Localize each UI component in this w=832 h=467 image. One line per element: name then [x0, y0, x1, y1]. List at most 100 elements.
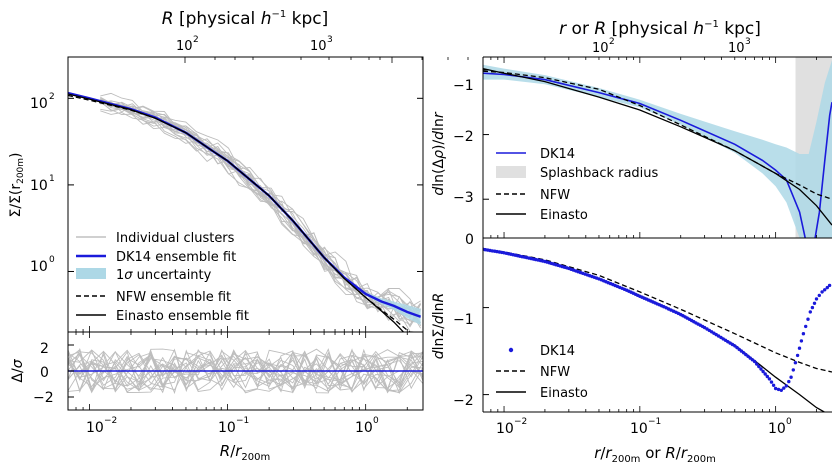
legend-label-individual: Individual clusters: [116, 231, 235, 246]
lt-ytick-label-1-exp: 0: [49, 255, 55, 265]
residual-line: [68, 348, 423, 394]
rb-legend-label-nfw: NFW: [540, 365, 570, 380]
rb-xtick-3-exp: 0: [786, 417, 792, 427]
rt-legend-label-dk14: DK14: [540, 147, 575, 162]
lb-ticks: [67, 332, 408, 410]
residual-line: [68, 348, 423, 393]
individual-cluster-line: [100, 97, 421, 318]
individual-cluster-line: [100, 92, 421, 319]
residual-lines: [68, 347, 423, 395]
rb-series-einasto: [483, 247, 826, 412]
panel-left-bottom: 2 0 −2 Δ/σ 10 −2 10 −1 10 0 R/r200m: [10, 331, 424, 463]
residual-line: [68, 350, 423, 392]
rt-ticks: [482, 57, 817, 238]
lt-ytick-label-3-exp: 2: [49, 92, 55, 102]
rb-legend: DK14 NFW Einasto: [496, 344, 588, 401]
individual-cluster-line: [100, 101, 421, 323]
rt-top-tick-1: 10: [592, 41, 609, 56]
rb-dk14-point: [812, 301, 817, 305]
rt-top-tick-2-exp: 3: [745, 37, 751, 47]
rb-dk14-point: [795, 353, 800, 358]
rt-ylabel: dln(Δρ)/dlnr: [431, 111, 447, 195]
lb-ylabel: Δ/σ: [10, 358, 26, 382]
rb-dk14-point: [782, 386, 786, 390]
lt-ylabel: Σ/Σ(r200m): [8, 152, 26, 217]
lb-xtick-3-exp: 0: [373, 416, 379, 426]
lb-xlabel: R/r200m: [220, 442, 271, 463]
rt-series-dk14: [483, 72, 832, 238]
rb-legend-label-einasto: Einasto: [540, 386, 588, 401]
rb-dk14-point: [808, 310, 812, 314]
lb-xtick-1-exp: −2: [104, 416, 117, 426]
rb-series-lines: [483, 247, 832, 412]
lb-ytick-m2: −2: [33, 390, 54, 406]
lt-legend: Individual clusters DK14 ensemble fit 1σ…: [76, 231, 249, 324]
rb-dk14-point: [799, 339, 804, 343]
rb-ticks: [482, 307, 817, 412]
rt-series-nfw: [483, 70, 832, 200]
residual-line: [68, 348, 423, 394]
rt-series-einasto: [483, 67, 832, 226]
rt-top-tick-1-exp: 2: [609, 37, 615, 47]
rb-dk14-point: [827, 283, 832, 288]
rb-dk14-point: [823, 288, 827, 292]
rb-xtick-2-exp: −1: [648, 417, 661, 427]
residual-line: [68, 350, 423, 395]
lt-ytick-label-3: 10: [30, 96, 48, 112]
rb-dk14-points: [483, 247, 832, 392]
rb-xlabel: r/r200m or R/r200m: [594, 444, 716, 465]
rt-uncertainty-band: [483, 60, 832, 238]
rb-dk14-point: [763, 372, 767, 376]
rb-dk14-point: [817, 293, 821, 298]
individual-cluster-line: [100, 100, 421, 316]
rt-ytick-0: 0: [465, 232, 474, 248]
lt-series-dk14-ensemble-fit: [68, 91, 422, 318]
rb-dk14-point: [784, 384, 789, 388]
rb-dk14-point: [776, 387, 781, 392]
rt-ytick-m2: −2: [453, 129, 474, 145]
legend-swatch-uncertainty: [76, 268, 106, 279]
rb-dk14-point: [757, 364, 761, 369]
rt-ytick-m3: −3: [453, 190, 474, 206]
rb-legend-swatch-dk14: [508, 347, 514, 353]
rb-dk14-point: [787, 379, 791, 384]
residual-line: [68, 349, 423, 394]
panel-right-bottom: −1 −2 dlnΣ/dlnR 10 −2 10 −1 10 0 r/r200m…: [431, 238, 832, 465]
rb-dk14-point: [814, 297, 819, 301]
rb-legend-label-dk14: DK14: [540, 344, 575, 359]
rt-ytick-m1: −1: [453, 78, 474, 94]
lb-xtick-2: 10: [218, 420, 236, 436]
lt-ytick-label-1: 10: [30, 259, 48, 275]
lt-top-tick-1-exp: 2: [193, 35, 199, 45]
residual-line: [68, 349, 423, 392]
individual-cluster-line: [100, 99, 421, 326]
rb-dk14-point: [797, 346, 802, 350]
rb-dk14-point: [789, 375, 793, 379]
panel-right-top: −1 −2 −3 0 dln(Δρ)/dlnr r or R [physical…: [431, 19, 832, 248]
legend-label-nfw: NFW ensemble fit: [116, 290, 231, 305]
lb-xtick-3: 10: [355, 420, 373, 436]
rb-dk14-point: [801, 332, 806, 336]
rt-legend-swatch-splashback: [496, 166, 526, 178]
legend-label-einasto: Einasto ensemble fit: [116, 309, 249, 324]
legend-label-uncertainty: 1σ uncertainty: [116, 268, 212, 283]
rt-series-lines: [483, 67, 832, 238]
lb-ytick-0: 0: [40, 365, 49, 381]
rb-dk14-point: [761, 369, 765, 374]
rt-top-tick-2: 10: [728, 41, 745, 56]
rt-top-axis-label: r or R [physical h−1 kpc]: [559, 19, 761, 39]
rb-series-nfw: [483, 248, 832, 373]
lt-top-axis-label: R [physical h−1 kpc]: [162, 9, 329, 29]
lt-top-tick-2: 10: [310, 39, 327, 54]
lb-xtick-2-exp: −1: [236, 416, 249, 426]
rb-dk14-point: [771, 383, 776, 387]
lb-xtick-1: 10: [86, 420, 104, 436]
rt-legend-label-einasto: Einasto: [540, 208, 588, 223]
lt-top-tick-2-exp: 3: [327, 35, 333, 45]
panel-left-top: 10 0 10 1 10 2 Σ/Σ(r200m) R [physical h−…: [8, 9, 469, 333]
rb-dk14-point: [820, 290, 824, 294]
individual-cluster-line: [100, 110, 421, 318]
residual-line: [68, 347, 423, 390]
lt-series-einasto-ensemble-fit: [68, 93, 405, 332]
rb-xtick-3: 10: [768, 421, 786, 437]
